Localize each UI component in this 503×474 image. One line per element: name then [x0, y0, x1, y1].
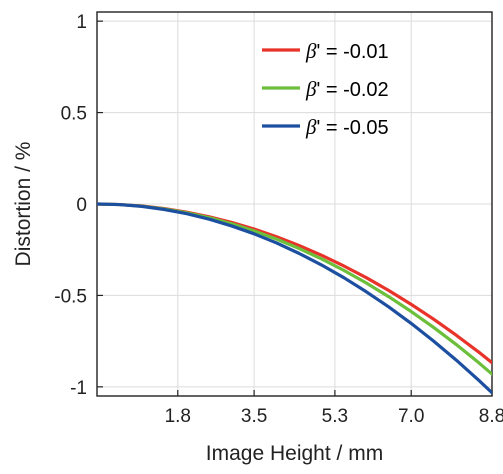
x-tick-label: 7.0: [398, 406, 424, 427]
y-tick-label: 1: [76, 12, 87, 33]
legend-label: β' = -0.01: [305, 39, 389, 63]
y-tick-label: -0.5: [54, 286, 87, 307]
series-line-2: [97, 202, 492, 376]
y-axis-title: Distortion / %: [12, 142, 35, 267]
legend-beta-symbol: β: [305, 115, 317, 139]
x-tick-label: 3.5: [241, 406, 267, 427]
legend-label-text: ' = -0.01: [316, 41, 388, 63]
legend-label-text: ' = -0.05: [316, 117, 388, 139]
x-tick-label: 1.8: [165, 406, 191, 427]
y-tick-label: -1: [70, 378, 87, 399]
series-lines: [97, 202, 492, 395]
axis-ticks: 1.8 3.5 5.3 7.0 8.8 -1 -0.5 0 0.5 1: [54, 12, 503, 427]
series-line-3: [97, 202, 492, 395]
legend-beta-symbol: β: [305, 39, 317, 63]
x-tick-label: 8.8: [479, 406, 503, 427]
y-tick-label: 0.5: [61, 104, 87, 125]
x-axis-title: Image Height / mm: [206, 442, 383, 465]
legend-label: β' = -0.02: [305, 77, 389, 101]
y-tick-label: 0: [76, 195, 87, 216]
x-tick-label: 5.3: [322, 406, 348, 427]
legend-label-text: ' = -0.02: [316, 79, 388, 101]
legend-label: β' = -0.05: [305, 115, 389, 139]
legend: β' = -0.01β' = -0.02β' = -0.05: [262, 39, 389, 139]
legend-beta-symbol: β: [305, 77, 317, 101]
